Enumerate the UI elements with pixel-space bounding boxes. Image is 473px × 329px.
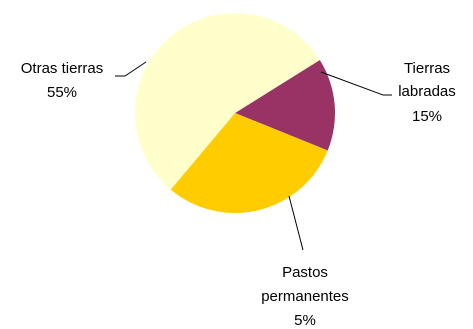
data-label-name-tierras-labradas-0: Tierras (404, 60, 450, 77)
data-label-name-tierras-labradas-1: labradas (398, 83, 456, 100)
data-label-name-pastos-permanentes-0: Pastos (282, 264, 328, 281)
data-label-name-otras-tierras-0: Otras tierras (21, 60, 104, 77)
leader-line-tierras-labradas (320, 71, 392, 96)
pie-slice-pastos-permanentes (170, 113, 328, 213)
data-label-pct-pastos-permanentes: 5% (294, 312, 316, 329)
data-label-pct-otras-tierras: 55% (47, 84, 77, 101)
data-label-name-pastos-permanentes-1: permanentes (261, 288, 349, 305)
pie-slice-otras-tierras (134, 12, 320, 190)
leader-line-pastos-permanentes (288, 195, 304, 251)
pie-slice-tierras-labradas (235, 60, 335, 151)
leader-line-otras-tierras (115, 61, 147, 77)
data-label-pct-tierras-labradas: 15% (412, 108, 442, 125)
